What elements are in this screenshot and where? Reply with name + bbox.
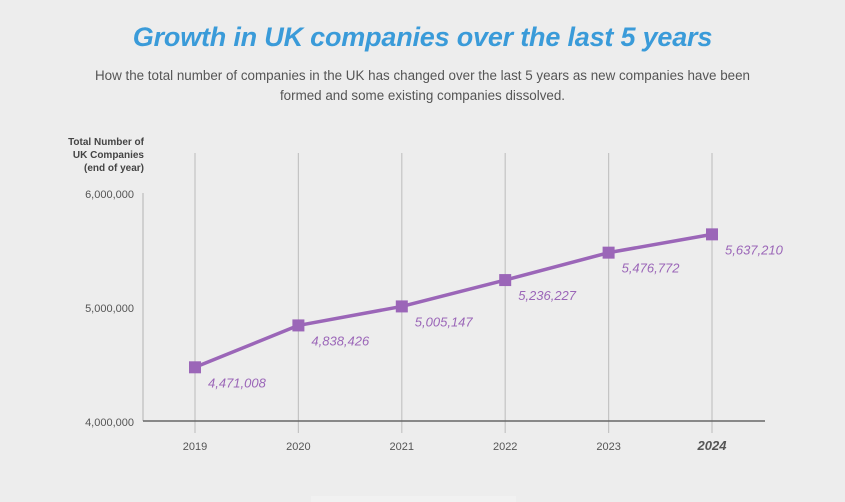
axes xyxy=(142,193,765,422)
chart-subtitle: How the total number of companies in the… xyxy=(94,68,751,103)
data-point-2022 xyxy=(499,274,512,287)
vertical-gridlines xyxy=(194,153,713,433)
x-tick-label-2022: 2022 xyxy=(493,441,517,453)
data-labels: 4,471,008 4,838,426 5,005,147 5,236,227 5,47… xyxy=(208,242,784,390)
data-label-2019: 4,471,008 xyxy=(208,375,267,390)
data-label-2024: 5,637,210 xyxy=(725,242,784,257)
y-axis-label: Total Number of UK Companies (end of yea… xyxy=(20,136,144,175)
data-point-2019 xyxy=(189,361,201,374)
x-tick-label-2024: 2024 xyxy=(697,438,728,453)
chart-title: Growth in UK companies over the last 5 y… xyxy=(132,22,713,52)
y-axis-label-line-2: UK Companies xyxy=(72,150,144,161)
data-label-2022: 5,236,227 xyxy=(518,288,577,303)
data-point-2021 xyxy=(395,300,408,313)
x-tick-label-2019: 2019 xyxy=(183,441,207,453)
data-point-2023 xyxy=(602,246,615,259)
series-line xyxy=(194,232,713,369)
x-tick-label-2023: 2023 xyxy=(596,441,620,453)
x-tick-labels: 2019 2020 2021 2022 2023 2024 xyxy=(183,438,727,453)
footer-panel xyxy=(311,496,516,502)
y-axis-label-line-3: (end of year) xyxy=(83,163,144,174)
x-tick-label-2021: 2021 xyxy=(390,441,414,453)
data-label-2021: 5,005,147 xyxy=(415,314,474,329)
data-label-2023: 5,476,772 xyxy=(622,261,681,276)
data-point-2024 xyxy=(706,228,718,241)
data-series xyxy=(189,228,718,374)
data-label-2020: 4,838,426 xyxy=(311,333,370,348)
y-tick-label: 5,000,000 xyxy=(85,303,134,315)
y-tick-labels: 4,000,000 5,000,000 6,000,000 xyxy=(85,189,134,429)
y-tick-label: 6,000,000 xyxy=(85,189,134,201)
y-tick-label: 4,000,000 xyxy=(85,417,134,429)
y-axis-label-line-1: Total Number of xyxy=(68,137,144,148)
x-tick-label-2020: 2020 xyxy=(286,441,310,453)
data-point-2020 xyxy=(292,319,305,332)
